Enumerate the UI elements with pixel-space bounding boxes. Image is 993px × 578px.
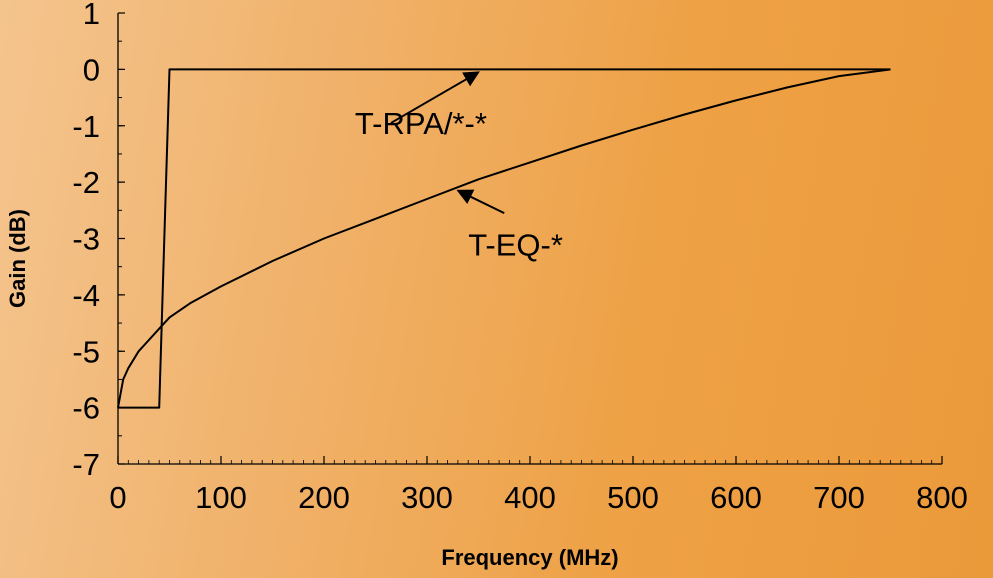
annotations: T-RPA/*-* T-EQ-*: [355, 71, 563, 262]
x-axis-title: Frequency (MHz): [441, 545, 618, 570]
y-tick-label: -2: [72, 165, 100, 200]
x-tick-label: 700: [813, 480, 865, 515]
x-tick-label: 100: [195, 480, 247, 515]
x-tick-label: 200: [298, 480, 350, 515]
series-lines: [117, 68, 891, 409]
y-tick-label: -3: [72, 222, 100, 257]
y-tick-label: 1: [83, 0, 100, 31]
x-tick-label: 300: [401, 480, 453, 515]
annotation-label-2: T-EQ-*: [468, 227, 563, 262]
y-tick-label: -1: [72, 109, 100, 144]
x-tick-label: 0: [109, 480, 126, 515]
series-line-1: [118, 68, 891, 409]
y-tick-label: 0: [83, 52, 100, 87]
annotation-arrow-2: [456, 189, 505, 215]
y-axis-title: Gain (dB): [5, 209, 30, 308]
y-tick-label: -7: [72, 447, 100, 482]
annotation-arrow-1: [390, 71, 480, 124]
series-line-2: [117, 68, 891, 408]
axes: 1 0 -1 -2 -3 -4 -5 -6 -7 0 100 200 300 400 500 600 700 80…: [72, 0, 967, 515]
y-tick-label: -4: [72, 278, 100, 313]
y-tick-label: -6: [72, 391, 100, 426]
x-tick-label: 800: [916, 480, 968, 515]
x-tick-label: 600: [710, 480, 762, 515]
annotation-label-1: T-RPA/*-*: [355, 106, 487, 141]
x-tick-label: 400: [504, 480, 556, 515]
y-tick-label: -5: [72, 334, 100, 369]
x-tick-label: 500: [607, 480, 659, 515]
